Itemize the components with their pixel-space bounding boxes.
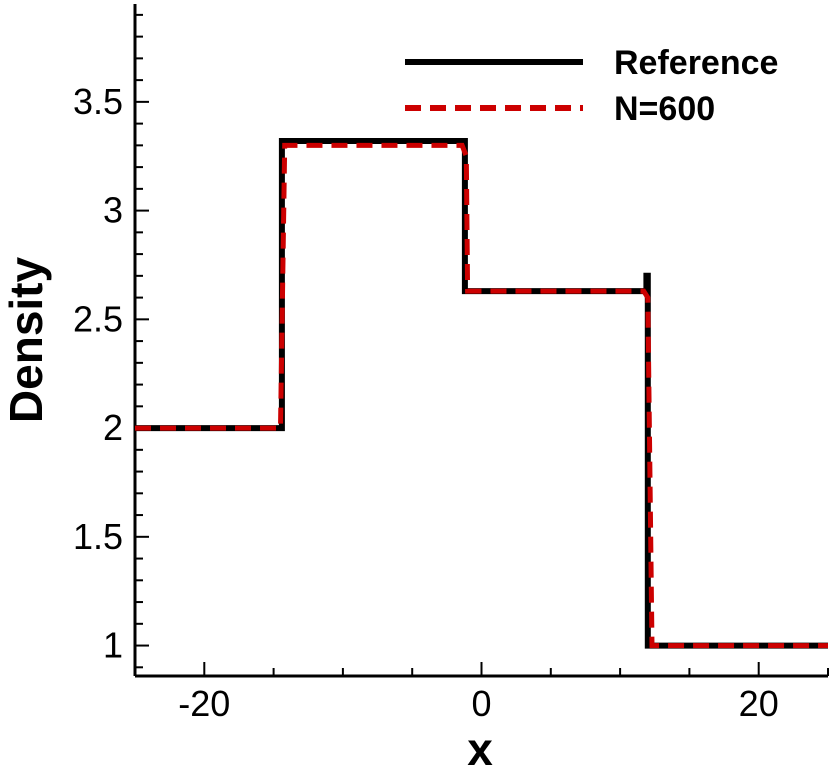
x-tick-label: 0	[471, 683, 491, 724]
y-tick-label: 3	[103, 190, 123, 231]
y-tick-label: 3.5	[73, 81, 123, 122]
legend: Reference N=600	[405, 44, 778, 128]
legend-label: Reference	[614, 44, 778, 82]
axes: -20 0 20 1 1.5 2 2.5 3 3.5	[73, 4, 829, 724]
y-tick-label: 2.5	[73, 298, 123, 339]
x-axis-title: x	[467, 723, 493, 773]
y-tick-label: 1	[103, 625, 123, 666]
series-lines	[135, 138, 828, 649]
legend-label: N=600	[614, 90, 715, 128]
n600-line	[135, 142, 828, 649]
y-tick-label: 2	[103, 407, 123, 448]
reference-line	[135, 138, 828, 649]
y-axis-title: Density	[0, 257, 52, 424]
y-tick-label: 1.5	[73, 516, 123, 557]
x-tick-label: 20	[739, 683, 779, 724]
x-tick-label: -20	[178, 683, 230, 724]
